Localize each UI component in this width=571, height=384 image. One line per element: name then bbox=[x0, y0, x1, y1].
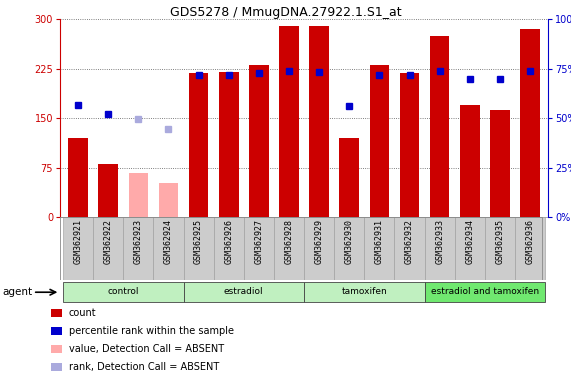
Bar bbox=[183, 217, 214, 280]
Text: GDS5278 / MmugDNA.27922.1.S1_at: GDS5278 / MmugDNA.27922.1.S1_at bbox=[170, 6, 401, 19]
Text: GSM362925: GSM362925 bbox=[194, 220, 203, 265]
Bar bbox=[460, 105, 480, 217]
Bar bbox=[309, 26, 329, 217]
Text: GSM362932: GSM362932 bbox=[405, 220, 414, 265]
Bar bbox=[123, 217, 154, 280]
Text: control: control bbox=[107, 287, 139, 296]
Bar bbox=[340, 138, 359, 217]
Bar bbox=[395, 217, 425, 280]
Bar bbox=[304, 282, 425, 302]
Bar bbox=[183, 282, 304, 302]
Bar bbox=[430, 36, 449, 217]
Bar bbox=[455, 217, 485, 280]
Bar bbox=[128, 173, 148, 217]
Text: GSM362934: GSM362934 bbox=[465, 220, 475, 265]
Text: GSM362928: GSM362928 bbox=[284, 220, 293, 265]
Bar bbox=[279, 26, 299, 217]
Bar bbox=[400, 73, 419, 217]
Bar bbox=[98, 164, 118, 217]
Bar bbox=[425, 282, 545, 302]
Bar bbox=[63, 282, 183, 302]
Bar bbox=[490, 110, 510, 217]
Text: GSM362924: GSM362924 bbox=[164, 220, 173, 265]
Bar bbox=[304, 217, 334, 280]
Text: rank, Detection Call = ABSENT: rank, Detection Call = ABSENT bbox=[69, 362, 219, 372]
Bar bbox=[159, 183, 178, 217]
Bar bbox=[520, 29, 540, 217]
Bar bbox=[93, 217, 123, 280]
Bar bbox=[515, 217, 545, 280]
Text: GSM362933: GSM362933 bbox=[435, 220, 444, 265]
Bar bbox=[244, 217, 274, 280]
Text: count: count bbox=[69, 308, 96, 318]
Text: GSM362935: GSM362935 bbox=[496, 220, 504, 265]
Bar bbox=[63, 217, 93, 280]
Text: estradiol: estradiol bbox=[224, 287, 264, 296]
Text: estradiol and tamoxifen: estradiol and tamoxifen bbox=[431, 287, 539, 296]
Text: agent: agent bbox=[3, 287, 33, 297]
Text: GSM362931: GSM362931 bbox=[375, 220, 384, 265]
Bar bbox=[249, 65, 268, 217]
Text: percentile rank within the sample: percentile rank within the sample bbox=[69, 326, 234, 336]
Bar bbox=[69, 138, 88, 217]
Bar bbox=[485, 217, 515, 280]
Text: GSM362936: GSM362936 bbox=[525, 220, 534, 265]
Bar bbox=[369, 65, 389, 217]
Bar bbox=[219, 72, 239, 217]
Text: GSM362927: GSM362927 bbox=[254, 220, 263, 265]
Bar bbox=[214, 217, 244, 280]
Text: GSM362926: GSM362926 bbox=[224, 220, 233, 265]
Bar bbox=[189, 73, 208, 217]
Bar bbox=[425, 217, 455, 280]
Text: GSM362929: GSM362929 bbox=[315, 220, 324, 265]
Bar bbox=[274, 217, 304, 280]
Text: GSM362923: GSM362923 bbox=[134, 220, 143, 265]
Text: GSM362930: GSM362930 bbox=[345, 220, 354, 265]
Text: GSM362922: GSM362922 bbox=[104, 220, 112, 265]
Text: GSM362921: GSM362921 bbox=[74, 220, 83, 265]
Text: value, Detection Call = ABSENT: value, Detection Call = ABSENT bbox=[69, 344, 224, 354]
Bar bbox=[154, 217, 183, 280]
Text: tamoxifen: tamoxifen bbox=[341, 287, 387, 296]
Bar bbox=[364, 217, 395, 280]
Bar bbox=[334, 217, 364, 280]
